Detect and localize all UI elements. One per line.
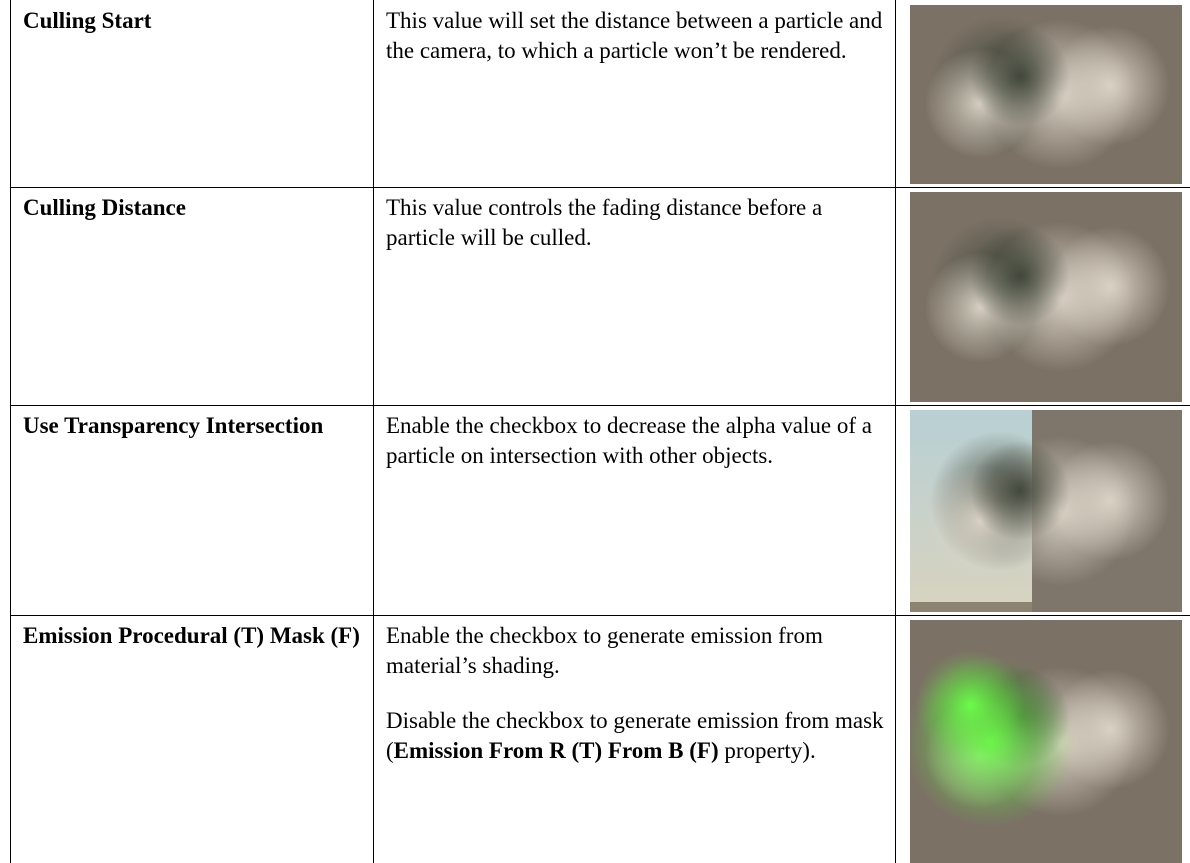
table-border <box>10 405 1190 406</box>
paragraph: This value will set the distance between… <box>386 6 885 66</box>
table-border <box>895 0 896 863</box>
text-run: Enable the checkbox to generate emission… <box>386 623 823 678</box>
text-run: This value controls the fading distance … <box>386 195 823 250</box>
row-description: Enable the checkbox to decrease the alph… <box>373 405 895 496</box>
row-label: Use Transparency Intersection <box>10 405 373 441</box>
text-run: This value will set the distance between… <box>386 8 883 63</box>
smoke-image <box>910 192 1182 402</box>
text-run: property). <box>718 738 816 763</box>
row-label: Culling Start <box>10 0 373 36</box>
table-border <box>10 0 11 863</box>
row-description: This value will set the distance between… <box>373 0 895 91</box>
bold-text: Use Transparency Intersection <box>23 413 324 438</box>
table-border <box>373 0 374 863</box>
paragraph: Disable the checkbox to generate emissio… <box>386 706 885 766</box>
table-border <box>10 187 1190 188</box>
paragraph: Enable the checkbox to decrease the alph… <box>386 411 885 471</box>
text-run: Disable the checkbox to generate emissio… <box>386 708 884 763</box>
paragraph: Enable the checkbox to generate emission… <box>386 621 885 681</box>
paragraph: This value controls the fading distance … <box>386 193 885 253</box>
bold-text: Culling Start <box>23 8 152 33</box>
bold-text: Emission Procedural (T) Mask (F) <box>23 623 360 648</box>
table-border <box>10 615 1190 616</box>
smoke-image <box>910 5 1182 184</box>
smoke-image <box>910 620 1182 863</box>
row-label: Culling Distance <box>10 187 373 223</box>
row-description: Enable the checkbox to generate emission… <box>373 615 895 791</box>
bold-text: Emission From R (T) From B (F) <box>393 738 719 763</box>
bold-text: Culling Distance <box>23 195 186 220</box>
smoke-image <box>910 410 1182 612</box>
row-description: This value controls the fading distance … <box>373 187 895 278</box>
row-label: Emission Procedural (T) Mask (F) <box>10 615 373 651</box>
text-run: Enable the checkbox to decrease the alph… <box>386 413 872 468</box>
